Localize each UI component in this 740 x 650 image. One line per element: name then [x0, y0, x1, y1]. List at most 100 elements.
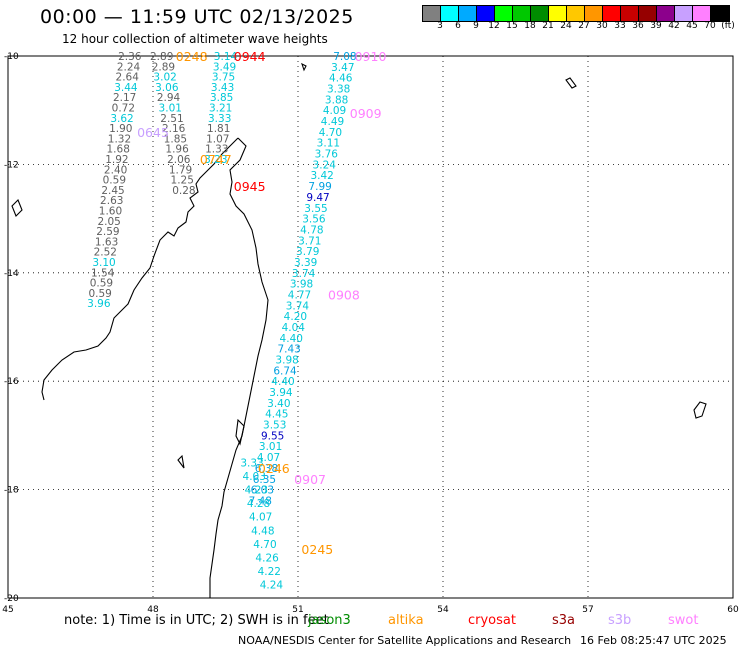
legend-label: 15 — [506, 21, 518, 31]
wave-height-value: 3.43 — [211, 82, 234, 94]
wave-height-value: 2.40 — [104, 164, 127, 176]
wave-height-value: 6.03 — [251, 485, 274, 497]
wave-height-value: 3.62 — [110, 113, 133, 125]
wave-height-value: 3.42 — [310, 170, 333, 182]
wave-height-value: 4.26 — [255, 552, 279, 564]
wave-height-value: 3.11 — [317, 138, 340, 150]
satellite-label-jason3: jason3 — [308, 613, 351, 628]
wave-height-value: 3.14 — [214, 51, 238, 63]
legend-swatch — [495, 6, 513, 21]
wave-height-value: 1.63 — [95, 236, 118, 248]
pass-time-label: 0945 — [234, 179, 266, 194]
madagascar-coast — [41, 137, 269, 598]
wave-height-value: 2.63 — [100, 195, 123, 207]
pass-time-label: 0245 — [301, 542, 333, 557]
island-coast-2 — [177, 454, 185, 469]
legend-label: 36 — [632, 21, 644, 31]
lon-tick-label: 54 — [437, 605, 449, 615]
wave-height-value: 4.49 — [321, 116, 344, 128]
legend-label: 9 — [473, 21, 479, 31]
legend-label: 42 — [668, 21, 680, 31]
legend-swatch — [675, 6, 693, 21]
wave-height-value: 3.71 — [298, 235, 321, 247]
color-legend — [422, 5, 730, 22]
lat-tick-label: -18 — [4, 486, 19, 496]
legend-swatch — [693, 6, 711, 21]
pass-time-label: 0907 — [294, 472, 326, 487]
lon-tick-label: 48 — [147, 605, 159, 615]
legend-label: 27 — [578, 21, 590, 31]
legend-swatch — [549, 6, 567, 21]
wave-height-value: 3.21 — [209, 102, 232, 114]
wave-height-value: 1.32 — [108, 133, 131, 145]
legend-label: 45 — [686, 21, 698, 31]
legend-label: 18 — [524, 21, 536, 31]
wave-height-value: 4.46 — [329, 73, 353, 85]
wave-height-value: 9.47 — [306, 192, 329, 204]
lat-tick-label: -12 — [4, 160, 19, 170]
wave-height-value: 4.09 — [323, 105, 346, 117]
island-east-1 — [565, 77, 577, 89]
wave-height-value: 7.08 — [333, 51, 356, 63]
wave-height-value: 0.59 — [88, 288, 111, 300]
wave-height-value: 3.40 — [267, 398, 290, 410]
wave-height-value: 3.96 — [87, 298, 111, 310]
map-frame — [7, 55, 734, 599]
legend-label: 3 — [437, 21, 443, 31]
satellite-label-swot: swot — [668, 613, 699, 628]
legend-swatch — [711, 6, 729, 21]
wave-height-value: 4.48 — [251, 525, 274, 537]
wave-height-value: 4.22 — [258, 566, 281, 578]
legend-label: 21 — [542, 21, 554, 31]
legend-swatch — [513, 6, 531, 21]
pass-time-label: 0246 — [258, 461, 290, 476]
wave-height-value: 7.43 — [277, 344, 300, 356]
page-subtitle: 12 hour collection of altimeter wave hei… — [62, 32, 328, 46]
legend-swatch — [477, 6, 495, 21]
wave-height-value: 1.25 — [171, 175, 194, 187]
wave-height-value: 1.81 — [207, 123, 230, 135]
wave-height-value: 3.44 — [114, 82, 138, 94]
legend-swatch — [639, 6, 657, 21]
wave-height-value: 6.35 — [253, 474, 276, 486]
wave-height-value: 1.79 — [169, 164, 192, 176]
wave-height-value: 3.24 — [313, 159, 337, 171]
wave-height-value: 3.38 — [327, 84, 350, 96]
wave-height-value: 3.47 — [331, 62, 354, 74]
lat-tick-label: -10 — [4, 52, 19, 62]
wave-height-value: 3.76 — [315, 149, 339, 161]
wave-height-value: 3.85 — [210, 92, 233, 104]
legend-label: 33 — [614, 21, 626, 31]
legend-swatch — [423, 6, 441, 21]
wave-height-value: 3.33 — [240, 458, 263, 470]
wave-height-value: 2.16 — [162, 123, 186, 135]
island-small — [301, 62, 307, 72]
lat-tick-label: -14 — [4, 269, 19, 279]
wave-height-value: 3.02 — [153, 72, 176, 84]
wave-height-value: 1.07 — [206, 133, 229, 145]
wave-height-value: 3.88 — [325, 94, 348, 106]
island-coast-1 — [235, 418, 245, 446]
wave-height-value: 1.68 — [107, 144, 130, 156]
wave-height-value: 3.01 — [259, 441, 282, 453]
wave-height-value: 6.38 — [255, 463, 278, 475]
wave-height-value: 4.40 — [280, 333, 303, 345]
wave-height-value: 3.74 — [286, 300, 310, 312]
wave-height-value: 2.59 — [96, 226, 119, 238]
legend-swatch — [531, 6, 549, 21]
legend-label: 30 — [596, 21, 608, 31]
lon-tick-label: 57 — [582, 605, 593, 615]
wave-height-value: 7.99 — [308, 181, 331, 193]
lon-tick-label: 45 — [2, 605, 13, 615]
wave-height-value: 3.98 — [290, 279, 313, 291]
generation-timestamp: 16 Feb 08:25:47 UTC 2025 — [580, 634, 727, 647]
wave-height-value: 4.40 — [271, 376, 294, 388]
legend-label: 70 — [704, 21, 716, 31]
island-northwest — [11, 199, 23, 217]
altimeter-tracks: 2.362.242.643.442.170.723.621.901.321.68… — [87, 51, 356, 591]
legend-label: (ft) — [721, 21, 735, 31]
legend-swatch — [603, 6, 621, 21]
footnote: note: 1) Time is in UTC; 2) SWH is in fe… — [64, 613, 329, 628]
wave-height-value: 2.94 — [157, 92, 181, 104]
axis-labels: 45 48 51 54 57 60 -10 -12 -14 -16 -18 -20 — [2, 52, 739, 615]
